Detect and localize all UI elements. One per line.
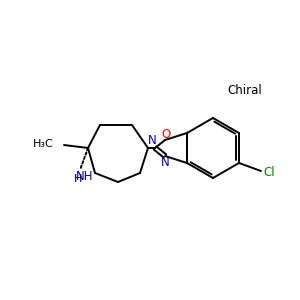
- Text: Cl: Cl: [263, 166, 275, 178]
- Text: NH: NH: [76, 170, 94, 184]
- Text: H₃C: H₃C: [33, 139, 54, 149]
- Text: N: N: [160, 155, 169, 169]
- Text: Chiral: Chiral: [228, 83, 262, 97]
- Text: O: O: [161, 128, 171, 142]
- Text: N: N: [148, 134, 156, 146]
- Text: H: H: [74, 174, 82, 184]
